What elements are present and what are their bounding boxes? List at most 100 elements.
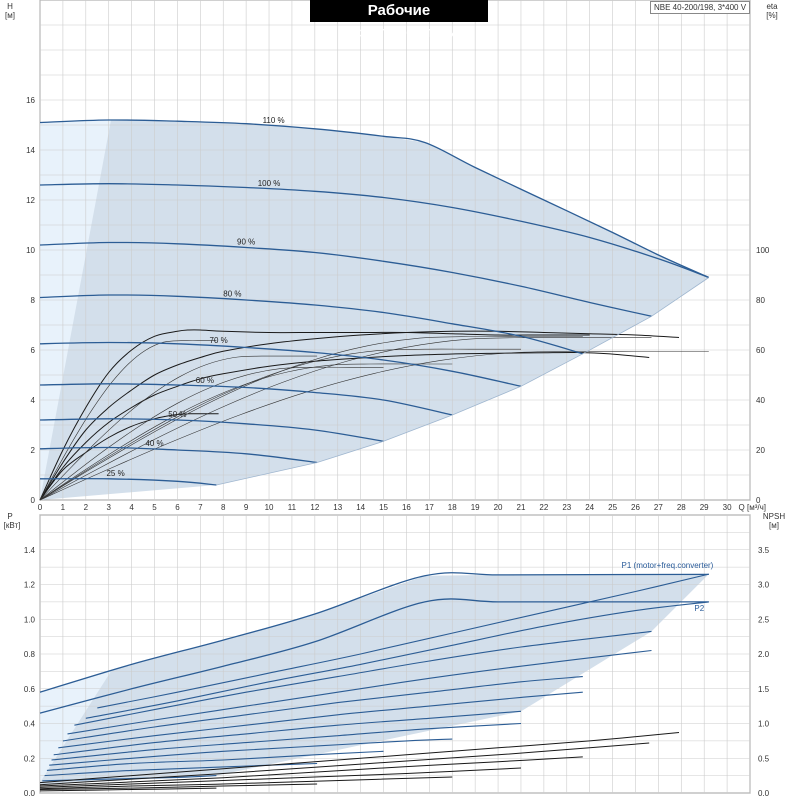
x-tick-label: 12 bbox=[310, 503, 319, 512]
speed-curve-4 bbox=[39, 294, 583, 355]
x-tick-label: 8 bbox=[221, 503, 226, 512]
speed-label-7: 50 % bbox=[168, 410, 186, 419]
x-tick-label: 21 bbox=[517, 503, 526, 512]
power-curve-10 bbox=[46, 750, 384, 771]
x-tick-label: 3 bbox=[106, 503, 111, 512]
x-tick-label: 5 bbox=[152, 503, 157, 512]
top-operating-region bbox=[40, 120, 709, 500]
npsh-tick-label: 1.0 bbox=[758, 720, 770, 729]
eta-axis-label: eta bbox=[766, 2, 778, 11]
npsh-curve-6 bbox=[39, 783, 318, 790]
power-curve-6 bbox=[58, 691, 583, 749]
x-tick-label: 29 bbox=[700, 503, 709, 512]
p-axis-unit: [кВт] bbox=[4, 521, 21, 530]
y-tick-label: 2 bbox=[31, 446, 36, 455]
p-tick-label: 0.8 bbox=[24, 650, 36, 659]
speed-label-8: 40 % bbox=[145, 439, 163, 448]
eta-tick-label: 0 bbox=[756, 496, 761, 505]
speed-label-4: 80 % bbox=[223, 289, 241, 298]
x-tick-label: 6 bbox=[175, 503, 180, 512]
speed-label-2: 100 % bbox=[258, 179, 281, 188]
p-tick-label: 1.0 bbox=[24, 615, 36, 624]
model-label: NBE 40-200/198, 3*400 V bbox=[650, 1, 751, 14]
y-tick-label: 4 bbox=[31, 396, 36, 405]
speed-curve-5 bbox=[39, 341, 522, 387]
x-tick-label: 26 bbox=[631, 503, 640, 512]
x-tick-label: 14 bbox=[356, 503, 365, 512]
x-tick-label: 27 bbox=[654, 503, 663, 512]
speed-label-9: 25 % bbox=[106, 469, 124, 478]
x-axis-label: Q [м³/ч] bbox=[739, 503, 766, 512]
power-series-2 bbox=[39, 598, 709, 714]
eta-tick-label: 60 bbox=[756, 346, 765, 355]
y-axis-unit: [м] bbox=[5, 11, 15, 20]
speed-label-6: 60 % bbox=[196, 376, 214, 385]
speed-label-5: 70 % bbox=[210, 336, 228, 345]
x-tick-label: 4 bbox=[129, 503, 134, 512]
x-tick-label: 11 bbox=[288, 503, 297, 512]
eta-speed-curve-5 bbox=[39, 363, 453, 501]
y-axis-label: H bbox=[7, 2, 13, 11]
x-tick-label: 18 bbox=[448, 503, 457, 512]
x-tick-label: 10 bbox=[265, 503, 274, 512]
power-curve-8 bbox=[51, 722, 522, 761]
power-curve-2 bbox=[85, 601, 709, 719]
eta-speed-curve-8 bbox=[39, 340, 217, 501]
speed-curve-3 bbox=[39, 241, 652, 317]
power-curve-7 bbox=[53, 710, 522, 756]
p-tick-label: 0.6 bbox=[24, 685, 36, 694]
eta-speed-curve-7 bbox=[39, 355, 318, 501]
y-tick-label: 14 bbox=[26, 146, 35, 155]
y-tick-label: 0 bbox=[31, 496, 36, 505]
x-tick-label: 2 bbox=[84, 503, 89, 512]
npsh-tick-label: 2.0 bbox=[758, 650, 770, 659]
x-tick-label: 24 bbox=[585, 503, 594, 512]
eta-curve-4 bbox=[39, 329, 590, 501]
eta-tick-label: 80 bbox=[756, 296, 765, 305]
series-label-p2: P2 bbox=[694, 604, 704, 613]
x-tick-label: 0 bbox=[38, 503, 43, 512]
eta-axis-unit: [%] bbox=[766, 11, 778, 20]
x-tick-label: 22 bbox=[539, 503, 548, 512]
p-tick-label: 1.2 bbox=[24, 581, 36, 590]
npsh-curve-2 bbox=[39, 742, 650, 786]
p-tick-label: 0.2 bbox=[24, 754, 36, 763]
eta-curve-2 bbox=[39, 351, 650, 501]
npsh-curve-7 bbox=[39, 787, 217, 792]
p-tick-label: 1.4 bbox=[24, 546, 36, 555]
npsh-axis-unit: [м] bbox=[769, 521, 779, 530]
npsh-curve-4 bbox=[39, 767, 522, 788]
npsh-tick-label: 3.5 bbox=[758, 546, 770, 555]
npsh-tick-label: 0.0 bbox=[758, 789, 770, 798]
npsh-tick-label: 3.0 bbox=[758, 581, 770, 590]
top-region-boundary bbox=[216, 277, 710, 486]
npsh-curve-5 bbox=[39, 776, 453, 790]
power-curve-1 bbox=[97, 573, 709, 709]
x-tick-label: 13 bbox=[333, 503, 342, 512]
npsh-tick-label: 2.5 bbox=[758, 615, 770, 624]
power-curve-5 bbox=[62, 676, 583, 742]
p-tick-label: 0.0 bbox=[24, 789, 36, 798]
eta-tick-label: 100 bbox=[756, 246, 770, 255]
eta-speed-curve-6 bbox=[39, 366, 384, 501]
speed-curve-2 bbox=[39, 183, 710, 279]
eta-curve-1 bbox=[39, 330, 680, 501]
eta-tick-label: 40 bbox=[756, 396, 765, 405]
eta-speed-curve-3 bbox=[39, 336, 583, 501]
y-tick-label: 10 bbox=[26, 246, 35, 255]
chart-title: Рабочие характеристики bbox=[310, 0, 488, 41]
x-tick-label: 19 bbox=[471, 503, 480, 512]
speed-label-1: 110 % bbox=[263, 116, 285, 125]
y-tick-label: 12 bbox=[26, 196, 35, 205]
power-curve-3 bbox=[74, 630, 652, 726]
npsh-curve-3 bbox=[39, 756, 583, 787]
eta-speed-curve-4 bbox=[39, 348, 521, 501]
x-tick-label: 7 bbox=[198, 503, 203, 512]
power-series-1 bbox=[39, 572, 709, 693]
y-tick-label: 6 bbox=[31, 346, 36, 355]
x-tick-label: 20 bbox=[494, 503, 503, 512]
npsh-axis-label: NPSH bbox=[763, 512, 785, 521]
power-curve-9 bbox=[49, 738, 453, 766]
